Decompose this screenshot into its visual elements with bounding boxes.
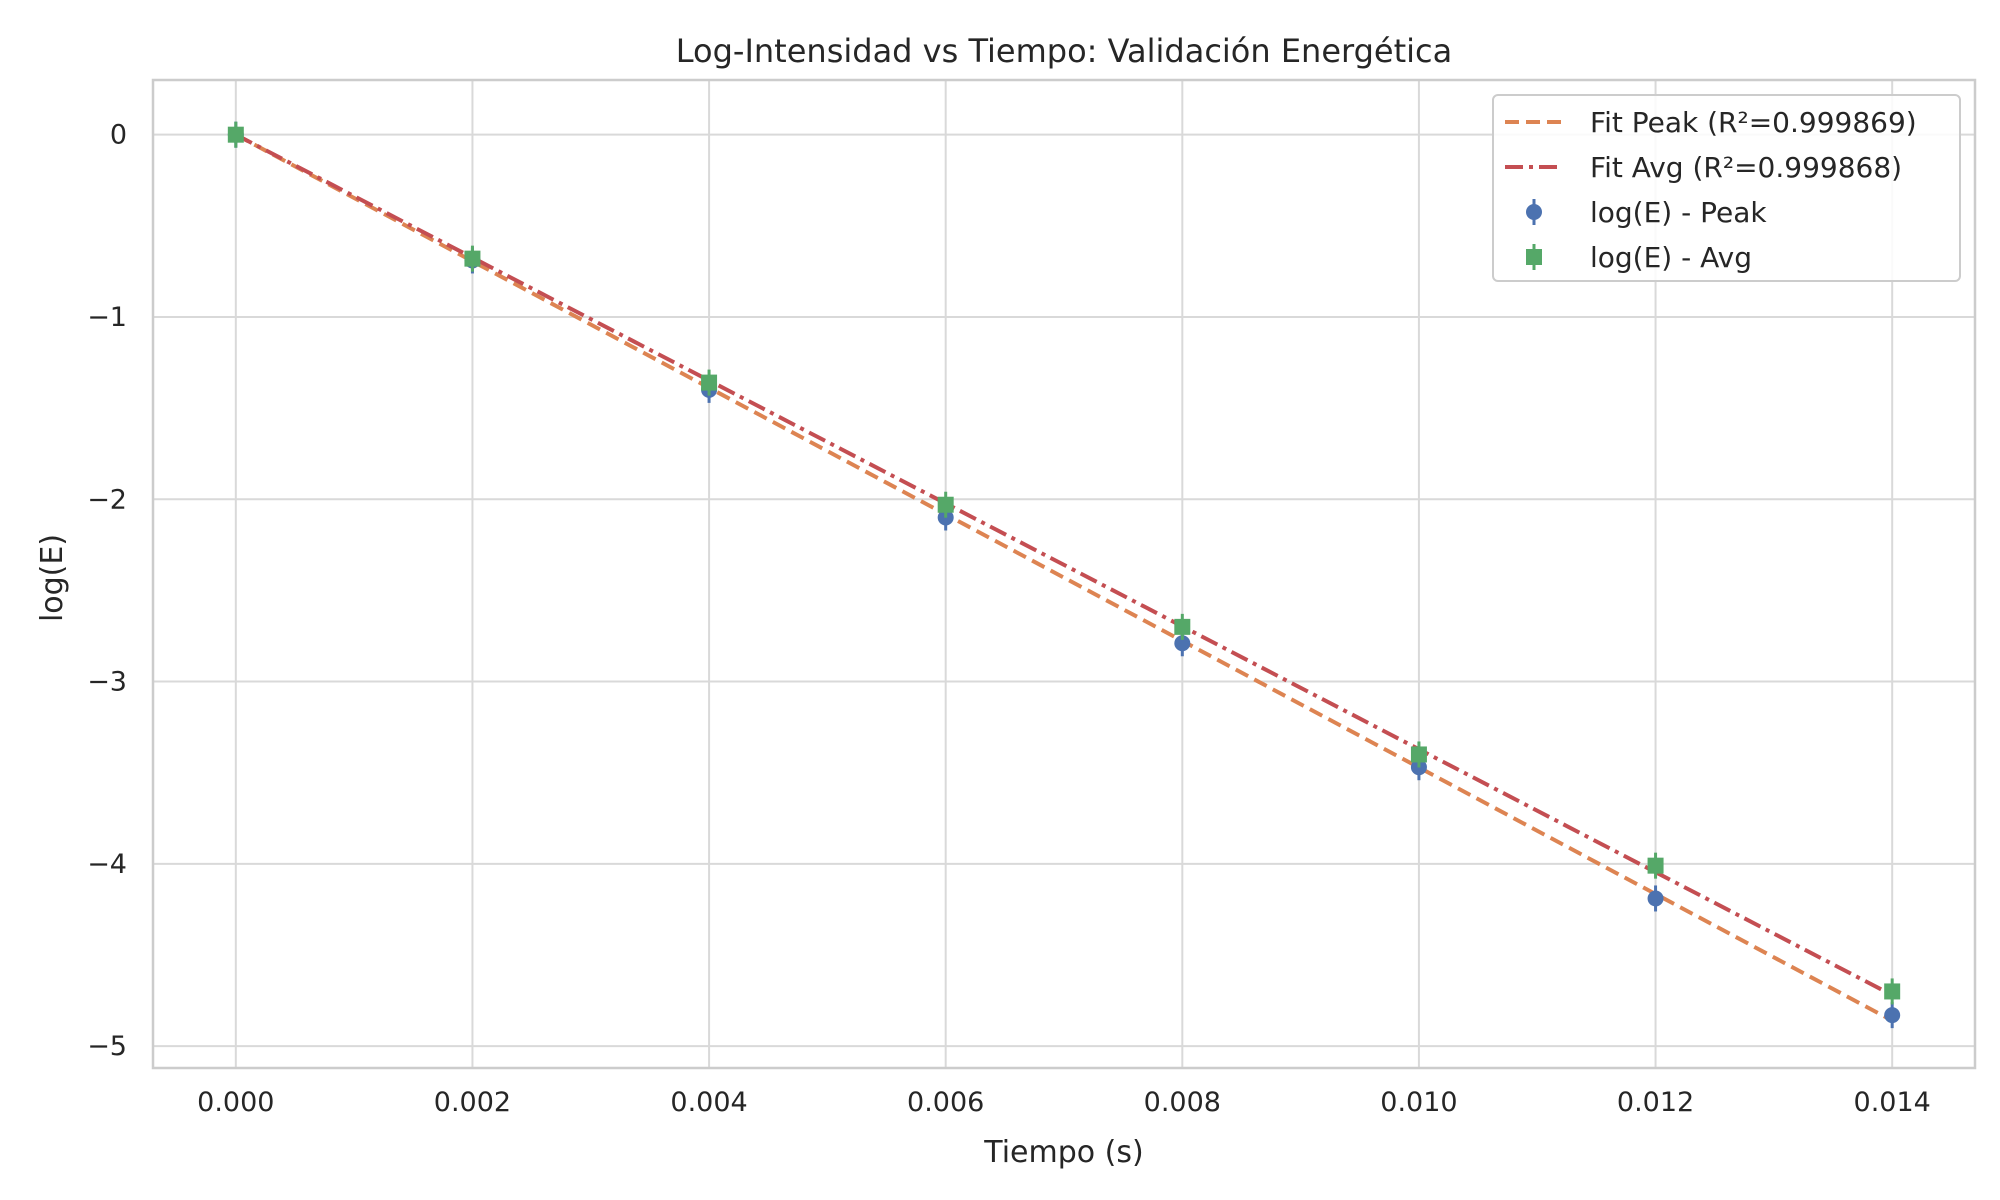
legend: Fit Peak (R²=0.999869) Fit Avg (R²=0.9998… <box>1492 94 1961 282</box>
peak-point <box>1884 1007 1901 1024</box>
avg-point <box>1174 618 1191 635</box>
legend-label: log(E) - Avg <box>1590 241 1752 274</box>
legend-label: log(E) - Peak <box>1590 196 1767 229</box>
avg-point <box>937 496 954 513</box>
data-points <box>227 121 1901 1029</box>
legend-marker-square <box>1526 249 1542 265</box>
avg-point <box>701 374 718 391</box>
x-tick-label: 0.004 <box>670 1087 747 1118</box>
peak-point <box>1174 635 1191 652</box>
y-tick-label: −2 <box>87 484 127 515</box>
y-tick-label: 0 <box>110 120 127 151</box>
x-tick-label: 0.010 <box>1380 1087 1457 1118</box>
legend-marker-circle <box>1526 204 1542 220</box>
x-tick-label: 0.012 <box>1617 1087 1694 1118</box>
legend-frame <box>1492 94 1961 282</box>
x-tick-label: 0.008 <box>1144 1087 1221 1118</box>
y-tick-label: −3 <box>87 667 127 698</box>
tick-labels: 0.000 0.002 0.004 0.006 0.008 0.010 0.012 0.014… <box>87 120 1931 1118</box>
plot-frame <box>151 78 1977 1070</box>
legend-label: Fit Avg (R²=0.999868) <box>1590 151 1902 184</box>
avg-point <box>464 250 481 267</box>
avg-point <box>227 126 244 143</box>
chart-title: Log-Intensidad vs Tiempo: Validación Ene… <box>676 32 1453 70</box>
legend-items: Fit Peak (R²=0.999869) Fit Avg (R²=0.9998… <box>1505 106 1917 274</box>
y-tick-label: −4 <box>87 849 127 880</box>
x-tick-label: 0.006 <box>907 1087 984 1118</box>
avg-point <box>1647 857 1664 874</box>
x-tick-label: 0.000 <box>197 1087 274 1118</box>
x-tick-label: 0.014 <box>1854 1087 1931 1118</box>
fit-avg-line <box>234 132 1894 997</box>
fit-peak-line <box>234 132 1894 1023</box>
peak-point <box>1647 890 1664 907</box>
avg-point <box>1410 746 1427 763</box>
y-axis-label: log(E) <box>35 534 70 622</box>
x-tick-label: 0.002 <box>434 1087 511 1118</box>
y-tick-label: −5 <box>87 1031 127 1062</box>
legend-label: Fit Peak (R²=0.999869) <box>1590 106 1917 139</box>
x-axis-label: Tiempo (s) <box>983 1135 1143 1170</box>
fit-lines <box>234 132 1894 1023</box>
y-tick-label: −1 <box>87 302 127 333</box>
avg-point <box>1884 983 1901 1000</box>
